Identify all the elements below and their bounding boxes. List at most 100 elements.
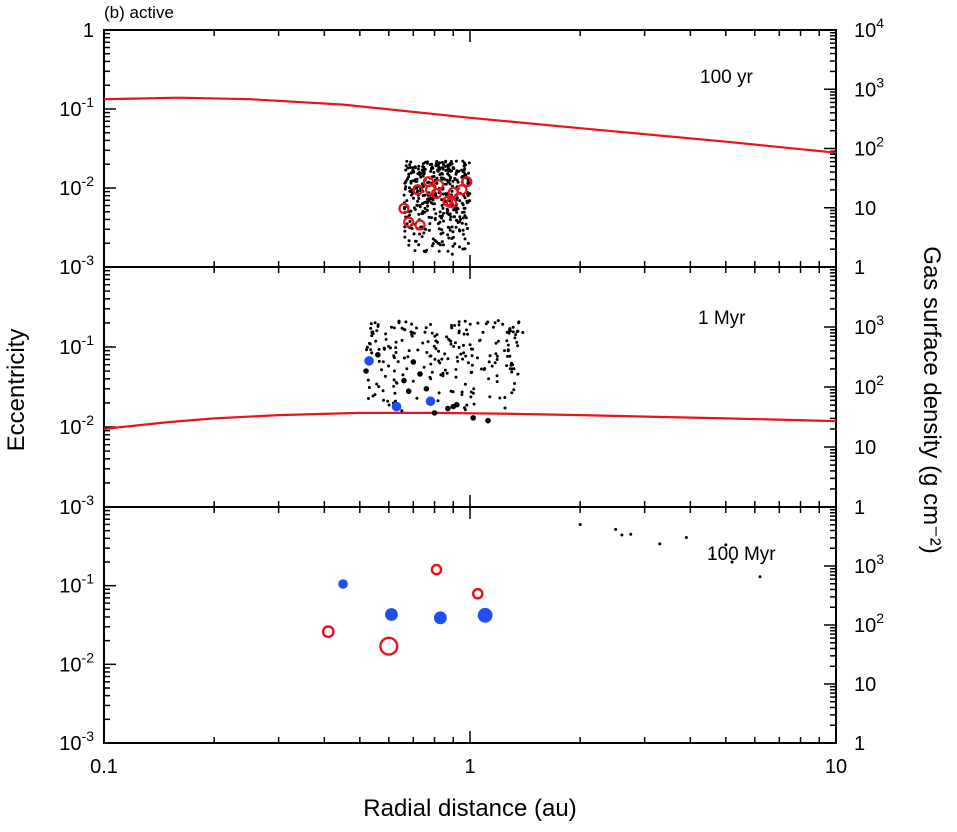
small-body-dot — [454, 375, 458, 379]
small-body-dot — [405, 222, 409, 226]
small-body-dot — [456, 180, 460, 184]
small-body-dot — [392, 326, 396, 330]
small-body-dot — [511, 325, 515, 329]
small-body-dot — [416, 189, 420, 193]
y-axis-title-left: Eccentricity — [3, 329, 30, 452]
small-body-dot — [450, 252, 454, 256]
protoplanet-red-open — [456, 184, 468, 196]
protoplanet-red-open — [403, 216, 415, 228]
small-body-dot — [496, 339, 500, 343]
panel-frame — [103, 506, 837, 744]
small-body-dot — [472, 387, 476, 391]
small-body-dot — [460, 390, 464, 394]
small-body-dot — [443, 368, 447, 372]
small-body-dot — [446, 357, 450, 361]
small-body-dot — [437, 349, 440, 353]
small-body-dot — [426, 197, 430, 201]
small-body-dot — [509, 329, 512, 333]
y-axis-title-right: Gas surface density (g cm⁻²) — [918, 246, 945, 553]
small-body-dot — [450, 324, 453, 327]
small-body-dot — [415, 396, 419, 400]
protoplanet-black — [375, 351, 381, 358]
y-tick-label: 10-2 — [59, 173, 94, 200]
small-body-dot — [453, 215, 456, 219]
small-body-dot — [433, 239, 437, 242]
small-body-dot — [437, 249, 441, 253]
small-body-dot — [377, 347, 381, 351]
small-body-dot — [366, 378, 370, 382]
small-body-dot — [428, 375, 432, 379]
small-body-dot — [478, 339, 481, 343]
small-body-dot — [435, 176, 439, 180]
y-tick-label: 10-1 — [59, 94, 94, 121]
small-body-dot — [490, 364, 494, 368]
small-body-dot — [446, 210, 449, 214]
small-body-dot — [487, 377, 491, 381]
small-body-dot — [467, 171, 470, 175]
small-body-dot — [452, 345, 456, 348]
small-body-dot — [448, 162, 452, 165]
small-body-dot — [465, 403, 469, 407]
small-body-dot — [376, 323, 380, 327]
small-body-dot — [438, 361, 442, 365]
small-body-dot — [488, 354, 492, 358]
small-body-dot — [418, 232, 422, 236]
small-body-dot — [369, 348, 373, 352]
small-body-dot — [402, 356, 406, 360]
small-body-dot — [724, 543, 728, 547]
small-body-dot — [457, 331, 461, 335]
small-body-dot — [426, 340, 430, 344]
small-body-dot — [381, 360, 385, 364]
small-body-dot — [411, 179, 415, 183]
small-body-dot — [454, 159, 458, 163]
small-body-dot — [404, 164, 408, 168]
small-body-dot — [578, 522, 582, 526]
small-body-dot — [447, 173, 451, 177]
small-body-dot — [684, 535, 688, 539]
small-body-dot — [511, 330, 515, 334]
small-body-dot — [428, 222, 432, 226]
small-body-dot — [446, 225, 450, 229]
small-body-dot — [434, 212, 438, 216]
small-body-dot — [383, 374, 387, 378]
small-body-dot — [451, 244, 455, 248]
protoplanet-black — [401, 377, 407, 384]
small-body-dot — [419, 172, 423, 176]
small-body-dot — [491, 325, 495, 329]
small-body-dot — [444, 182, 448, 186]
small-body-dot — [465, 328, 468, 332]
protoplanet-blue — [391, 401, 402, 412]
series-blue-filled-medium — [364, 356, 436, 412]
small-body-dot — [453, 324, 457, 327]
small-body-dot — [476, 321, 480, 325]
series-small-black-dot — [578, 522, 762, 579]
small-body-dot — [454, 225, 458, 229]
small-body-dot — [427, 228, 431, 232]
figure-label: (b) active — [104, 3, 174, 22]
small-body-dot — [458, 245, 461, 249]
small-body-dot — [450, 225, 454, 229]
small-body-dot — [505, 364, 509, 368]
small-body-dot — [442, 163, 446, 167]
small-body-dot — [369, 326, 373, 330]
small-body-dot — [467, 161, 471, 165]
small-body-dot — [438, 161, 442, 165]
small-body-dot — [458, 220, 462, 224]
y-tick-label: 10-2 — [59, 649, 94, 676]
small-body-dot — [510, 391, 514, 395]
small-body-dot — [394, 346, 398, 350]
small-body-dot — [423, 167, 427, 171]
series-small-black-dot — [402, 159, 472, 256]
series-red-open — [321, 563, 484, 656]
small-body-dot — [377, 385, 381, 389]
small-body-dot — [442, 211, 446, 215]
small-body-dot — [408, 220, 412, 223]
small-body-dot — [417, 164, 421, 168]
small-body-dot — [467, 181, 471, 185]
small-body-dot — [460, 393, 464, 397]
small-body-dot — [449, 389, 453, 393]
y-tick-label: 10-1 — [59, 571, 94, 598]
small-body-dot — [387, 403, 391, 407]
